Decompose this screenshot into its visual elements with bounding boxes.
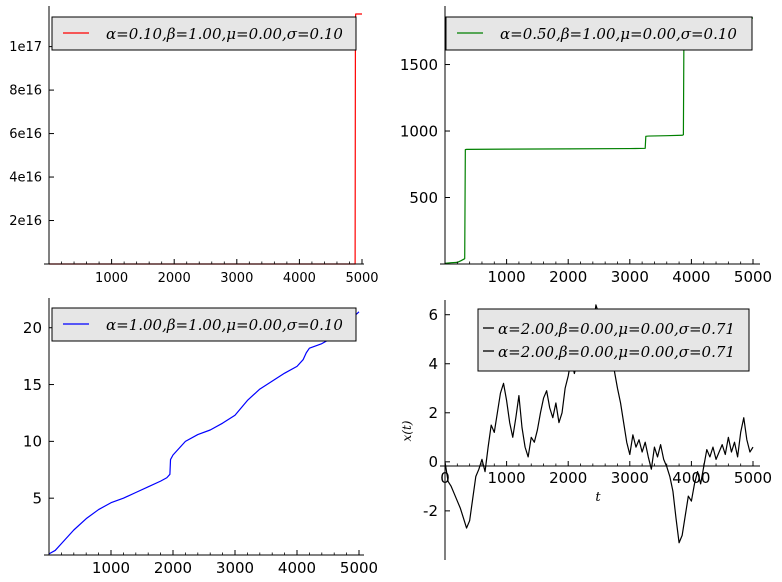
y-tick-label: 6e16: [9, 127, 42, 142]
x-tick-label: 3000: [611, 268, 649, 286]
x-tick-label: 2000: [549, 268, 587, 286]
axes: [440, 300, 760, 560]
x-tick-label: 3000: [611, 469, 649, 487]
x-tick-label: 1000: [488, 469, 526, 487]
legend-label: α=0.10,β=1.00,μ=0.00,σ=0.10: [106, 25, 343, 43]
x-tick-label: 4000: [672, 268, 710, 286]
subplot-top-left: 1000 2000 3000 4000 5000 2e16 4e16 6e16 8e16 1e17…: [9, 6, 379, 286]
x-tick-label: 2000: [549, 469, 587, 487]
ticks: 1000 2000 3000 4000 5000 500 1000 1500: [400, 56, 772, 286]
x-tick-label: 4000: [672, 469, 710, 487]
y-tick-label: 20: [23, 319, 42, 337]
y-tick-label: 6: [428, 306, 438, 324]
y-tick-label: 4e16: [9, 171, 42, 186]
lines: [48, 311, 360, 555]
y-tick-label: 500: [409, 189, 438, 207]
axes: [440, 6, 760, 265]
legend-box: [51, 16, 357, 51]
x-tick-label: 1000: [92, 559, 130, 577]
x-tick-label: 4000: [283, 271, 316, 286]
x-tick-label: 2000: [158, 271, 191, 286]
y-tick-label: 2: [428, 404, 438, 422]
y-tick-label: 1500: [400, 56, 438, 74]
x-tick-label: 5000: [734, 268, 772, 286]
y-tick-label: 15: [23, 376, 42, 394]
ticks: 1000 2000 3000 4000 5000 2e16 4e16 6e16 8e16 1e17: [9, 40, 378, 286]
legend-box: [477, 308, 750, 372]
x-tick-label: 3000: [216, 559, 254, 577]
x-tick-label: 0: [440, 469, 450, 487]
x-tick-label: 2000: [154, 559, 192, 577]
subplot-top-right: 1000 2000 3000 4000 5000 500 1000 1500 α=0.50,β…: [400, 6, 772, 286]
y-tick-label: 5: [32, 489, 42, 507]
axes: [44, 298, 364, 556]
y-tick-label: 10: [23, 433, 42, 451]
x-tick-label: 3000: [220, 271, 253, 286]
ticks: 1000 2000 3000 4000 5000 5 10 15 20: [23, 319, 378, 577]
legend-label: α=2.00,β=0.00,μ=0.00,σ=0.71: [498, 320, 735, 338]
x-axis-label: t: [595, 490, 601, 505]
x-tick-label: 4000: [278, 559, 316, 577]
legend-box: [445, 16, 753, 51]
legend: α=1.00,β=1.00,μ=0.00,σ=0.10: [51, 307, 357, 342]
x-tick-label: 1000: [488, 268, 526, 286]
legend: α=2.00,β=0.00,μ=0.00,σ=0.71 α=2.00,β=0.00…: [477, 308, 750, 372]
subplot-bottom-left: 1000 2000 3000 4000 5000 5 10 15 20 α=1.00,β=1.0…: [23, 298, 378, 577]
x-tick-label: 5000: [340, 559, 378, 577]
legend-box: [51, 307, 357, 342]
x-tick-label: 5000: [345, 271, 378, 286]
legend-label: α=2.00,β=0.00,μ=0.00,σ=0.71: [498, 343, 735, 361]
legend: α=0.10,β=1.00,μ=0.00,σ=0.10: [51, 16, 357, 51]
x-tick-label: 5000: [734, 469, 772, 487]
legend-label: α=1.00,β=1.00,μ=0.00,σ=0.10: [106, 316, 343, 334]
y-tick-label: 4: [428, 355, 438, 373]
y-tick-label: -2: [423, 502, 438, 520]
legend-label: α=0.50,β=1.00,μ=0.00,σ=0.10: [500, 25, 737, 43]
y-tick-label: 2e16: [9, 214, 42, 229]
x-tick-label: 1000: [95, 271, 128, 286]
y-tick-label: 0: [428, 453, 438, 471]
y-tick-label: 1000: [400, 122, 438, 140]
series-line-1: [48, 311, 360, 555]
legend: α=0.50,β=1.00,μ=0.00,σ=0.10: [445, 16, 753, 51]
y-axis-label: x(t): [400, 420, 414, 441]
y-tick-label: 8e16: [9, 84, 42, 99]
y-tick-label: 1e17: [9, 40, 42, 55]
